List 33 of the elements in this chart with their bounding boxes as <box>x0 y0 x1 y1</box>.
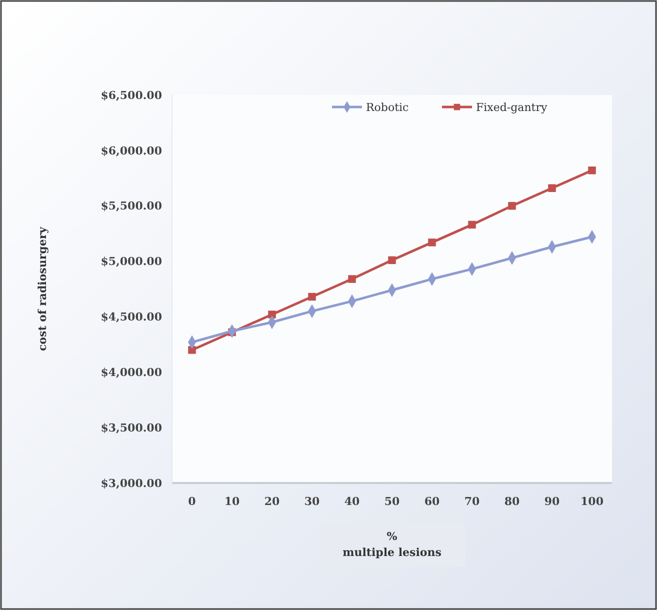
x-tick-label: 10 <box>224 495 240 508</box>
y-tick-label: $3,000.00 <box>100 476 162 490</box>
y-tick-label: $5,000.00 <box>100 255 162 268</box>
x-tick-label: 40 <box>344 495 360 508</box>
point <box>588 166 596 174</box>
legend-label: Fixed-gantry <box>476 100 548 114</box>
x-tick-label: 30 <box>304 495 320 508</box>
point <box>468 220 476 229</box>
y-tick-label: $4,000.00 <box>100 366 162 379</box>
x-tick-label: 60 <box>424 495 440 508</box>
point <box>388 256 396 264</box>
point <box>508 202 516 210</box>
point <box>348 275 356 283</box>
x-tick-label: 80 <box>504 495 520 508</box>
y-tick-label: $3,500.00 <box>100 421 162 434</box>
y-tick-label: $6,000.00 <box>100 144 162 158</box>
legend-label: Robotic <box>366 100 409 114</box>
x-tick-label: 50 <box>384 495 400 508</box>
point <box>188 346 196 354</box>
point <box>268 310 276 318</box>
y-tick-label: $4,500.00 <box>100 310 162 324</box>
point <box>548 184 556 192</box>
point <box>308 292 316 301</box>
x-tick-label: 70 <box>464 495 480 508</box>
y-tick-label: $5,500.00 <box>100 200 162 213</box>
y-axis-title: cost of radiosurgery <box>36 226 49 352</box>
x-tick-label: 20 <box>264 495 280 508</box>
x-tick-label: 100 <box>580 495 604 508</box>
y-tick-label: $6,500.00 <box>100 88 162 102</box>
x-tick-label: 0 <box>188 495 196 508</box>
x-axis-title: % multiple lesions <box>342 530 442 559</box>
x-tick-label: 90 <box>544 495 560 508</box>
point <box>428 238 436 246</box>
